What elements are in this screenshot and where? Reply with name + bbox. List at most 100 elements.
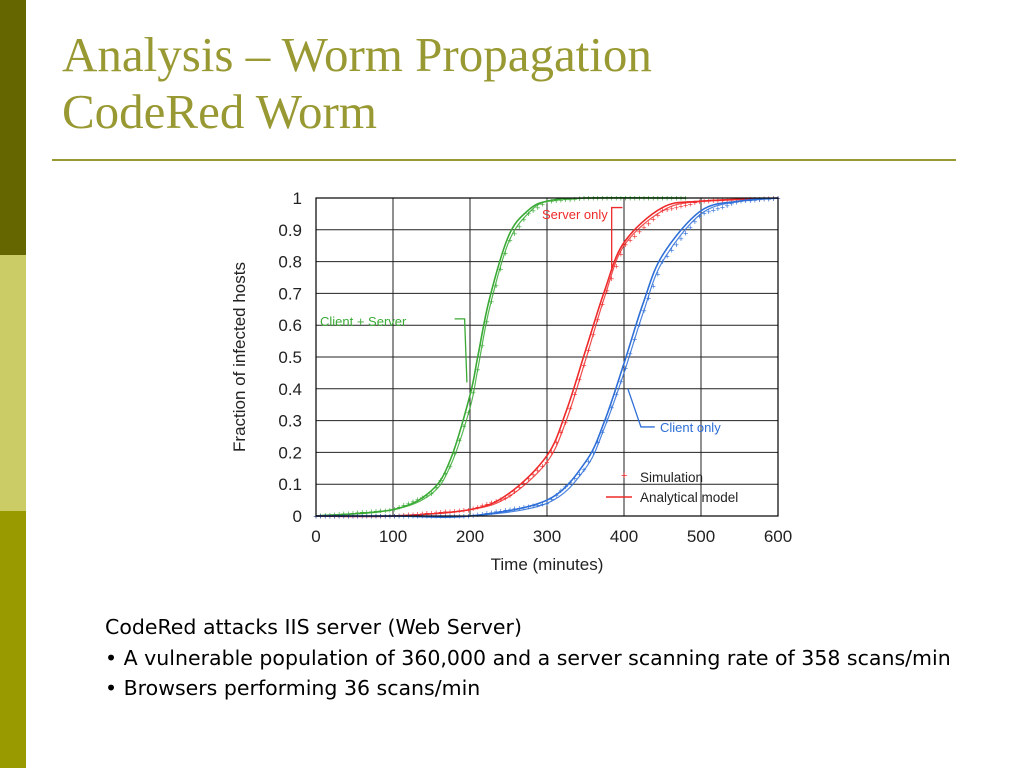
series-client-server-point: + [447, 462, 452, 472]
series-client-server-point: + [549, 196, 554, 206]
series-client-server-point: + [503, 249, 508, 259]
series-client-only-simulation [316, 197, 779, 518]
series-client-only-point: + [609, 403, 614, 413]
y-tick-label: 0.1 [278, 475, 302, 494]
y-tick-label: 0 [293, 507, 302, 526]
series-server-only-point: + [457, 506, 462, 516]
legend-simulation-marker: + [621, 470, 627, 482]
series-client-server-point: + [526, 209, 531, 219]
series-client-server-point: + [350, 508, 355, 518]
y-tick-label: 0.7 [278, 284, 302, 303]
series-client-server-point: + [517, 222, 522, 232]
sidebar-accent-top [0, 0, 26, 255]
series-server-only-point: + [628, 236, 633, 246]
series-client-server-point: + [558, 196, 563, 206]
series-client-server-point: + [531, 206, 536, 216]
series-server-only-point: + [660, 206, 665, 216]
series-client-server-point: + [480, 341, 485, 351]
series-client-server-point: + [346, 509, 351, 519]
series-client-server-point: + [572, 194, 577, 204]
series-client-only-point: + [604, 416, 609, 426]
series-client-only-point: + [757, 195, 762, 205]
series-client-only-point: + [715, 204, 720, 214]
infection-chart: + + + + + + + + + + + + + + + + + + + + + + + + + +++++++++++++++… [230, 189, 792, 574]
y-axis-label: Fraction of infected hosts [230, 262, 249, 452]
series-server-only-point: + [715, 196, 720, 206]
series-client-only-point: + [480, 509, 485, 519]
series-server-only-point: + [725, 196, 730, 206]
x-tick-label: 300 [533, 527, 561, 546]
slide-title: Analysis – Worm Propagation CodeRed Worm [62, 26, 962, 140]
series-client-server-point: + [457, 435, 462, 445]
series-client-only-point: + [683, 228, 688, 238]
series-client-server-point: + [577, 194, 582, 204]
series-client-only-point: + [674, 240, 679, 250]
series-client-server-point: + [470, 388, 475, 398]
series-client-only-point: + [660, 257, 665, 267]
y-tick-label: 0.9 [278, 221, 302, 240]
x-tick-label: 0 [311, 527, 320, 546]
series-client-only-point: + [544, 499, 549, 509]
series-client-server-point: + [489, 297, 494, 307]
series-server-only-point: + [664, 205, 669, 215]
series-client-only-point: + [586, 457, 591, 467]
series-client-only-point: + [697, 211, 702, 221]
series-server-only-point: + [614, 262, 619, 272]
series-client-only-point: + [475, 510, 480, 520]
series-server-only-point: + [447, 507, 452, 517]
series-client-server-point: + [581, 194, 586, 204]
series-client-only-point: + [664, 251, 669, 261]
y-tick-label: 0.2 [278, 443, 302, 462]
series-server-only-point: + [443, 507, 448, 517]
series-client-server-point: + [567, 195, 572, 205]
series-server-only-point: + [549, 448, 554, 458]
series-client-server-point: + [433, 482, 438, 492]
series-client-server-point: + [383, 506, 388, 516]
series-client-server-point: + [466, 408, 471, 418]
series-client-only-point: + [618, 377, 623, 387]
series-client-server-point: + [336, 510, 341, 520]
plot-frame [315, 197, 779, 517]
series-client-only-point: + [577, 469, 582, 479]
series-server-only-point: + [711, 196, 716, 206]
series-client-only-point: + [688, 223, 693, 233]
y-tick-label: 0.3 [278, 412, 302, 431]
series-server-only-point: + [494, 496, 499, 506]
series-client-only-point: + [554, 490, 559, 500]
series-client-only-point: + [489, 508, 494, 518]
series-client-only-point: + [720, 202, 725, 212]
series-server-only-point: + [498, 495, 503, 505]
series-client-server-point: + [475, 365, 480, 375]
series-client-only-point: + [646, 294, 651, 304]
series-client-only-point: + [738, 197, 743, 207]
annotation-client-server-pointer [454, 318, 468, 383]
annotation-client-only: Client only [660, 420, 721, 435]
series-client-server-point: + [507, 236, 512, 246]
series-server-only-point: + [406, 510, 411, 520]
series-client-only-point: + [540, 500, 545, 510]
series-server-only-point: + [632, 231, 637, 241]
series-server-only-point: + [517, 483, 522, 493]
series-server-only-point: + [646, 219, 651, 229]
series-server-only-point: + [433, 508, 438, 518]
series-server-only-point: + [623, 240, 628, 250]
series-client-only-point: + [771, 194, 776, 204]
series-client-server-point: + [397, 503, 402, 513]
series-server-only-point: + [688, 199, 693, 209]
series-client-only-point: + [651, 282, 656, 292]
series-client-server-point: + [364, 507, 369, 517]
series-client-only-point: + [711, 205, 716, 215]
series-client-server-point: + [429, 489, 434, 499]
series-client-only-point: + [692, 217, 697, 227]
series-server-only-point: + [544, 457, 549, 467]
series-client-server-point: + [544, 197, 549, 207]
x-tick-label: 200 [456, 527, 484, 546]
series-server-only-point: + [591, 330, 596, 340]
x-tick-label: 600 [764, 527, 792, 546]
series-client-only-point: + [484, 509, 489, 519]
series-client-only-point: + [503, 506, 508, 516]
series-client-only-point: + [628, 349, 633, 359]
annotation-client-only-pointer [627, 388, 655, 428]
series-server-only-point: + [558, 428, 563, 438]
series-server-only-point: + [651, 215, 656, 225]
